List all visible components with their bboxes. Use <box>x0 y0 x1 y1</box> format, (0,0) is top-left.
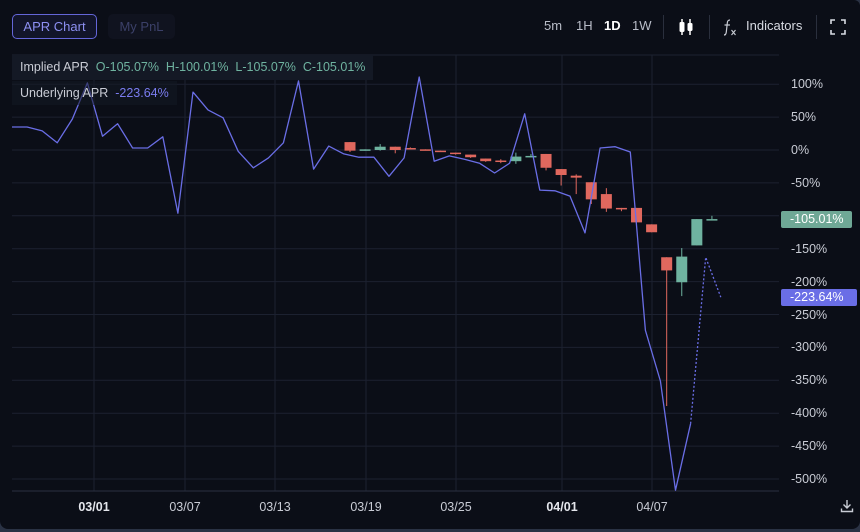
implied-apr-candles <box>344 142 718 406</box>
implied-apr-price-tag: -105.01% <box>781 211 852 228</box>
x-axis-label: 03/01 <box>78 500 110 514</box>
candlestick-icon[interactable] <box>677 16 695 38</box>
fx-icon[interactable] <box>722 17 738 37</box>
y-axis-label: -250% <box>791 307 828 322</box>
chart-grid <box>12 54 779 492</box>
y-axis-label: -500% <box>791 472 828 486</box>
underlying-apr-value: -223.64% <box>115 86 169 100</box>
ohlc-open: O-105.07% <box>95 60 159 74</box>
y-axis-label: 50% <box>791 110 817 125</box>
timeframe-5m[interactable]: 5m <box>544 18 563 33</box>
x-axis-label: 04/01 <box>546 500 578 514</box>
implied-apr-label: Implied APR <box>20 60 89 74</box>
tab-my-pnl[interactable]: My PnL <box>108 14 175 39</box>
download-icon[interactable] <box>840 499 854 513</box>
timeframe-1d[interactable]: 1D <box>604 18 621 33</box>
underlying-apr-line <box>12 76 722 491</box>
y-axis-label: -50% <box>791 175 821 190</box>
y-axis-label: -450% <box>791 439 828 454</box>
implied-apr-legend: Implied APR O-105.07% H-100.01% L-105.07… <box>12 55 374 80</box>
x-axis-label: 03/25 <box>440 500 472 514</box>
x-axis-label: 03/07 <box>169 500 201 514</box>
underlying-apr-label: Underlying APR <box>20 86 109 100</box>
y-axis-label: 100% <box>791 77 823 92</box>
x-axis-label: 03/13 <box>259 500 291 514</box>
y-axis-label: -350% <box>791 373 828 388</box>
x-axis-label: 03/19 <box>350 500 382 514</box>
underlying-apr-price-tag: -223.64% <box>781 289 857 306</box>
tab-apr-chart[interactable]: APR Chart <box>12 14 97 39</box>
fullscreen-icon[interactable] <box>830 19 846 35</box>
indicators-button[interactable]: Indicators <box>746 18 803 33</box>
y-axis-label: -400% <box>791 406 828 421</box>
y-axis-label: -300% <box>791 340 828 355</box>
y-axis-label: 0% <box>791 143 810 157</box>
toolbar-divider <box>816 15 817 39</box>
toolbar-divider <box>709 15 710 39</box>
timeframe-1w[interactable]: 1W <box>632 18 652 33</box>
toolbar-divider <box>663 15 664 39</box>
ohlc-high: H-100.01% <box>165 60 229 74</box>
ohlc-low: L-105.07% <box>235 60 296 74</box>
ohlc-close: C-105.01% <box>302 60 366 74</box>
timeframe-1h[interactable]: 1H <box>576 18 593 33</box>
y-axis-label: -150% <box>791 241 828 256</box>
underlying-apr-legend: Underlying APR -223.64% <box>12 81 177 105</box>
x-axis-label: 04/07 <box>636 500 668 514</box>
y-axis-label: -200% <box>791 274 828 289</box>
